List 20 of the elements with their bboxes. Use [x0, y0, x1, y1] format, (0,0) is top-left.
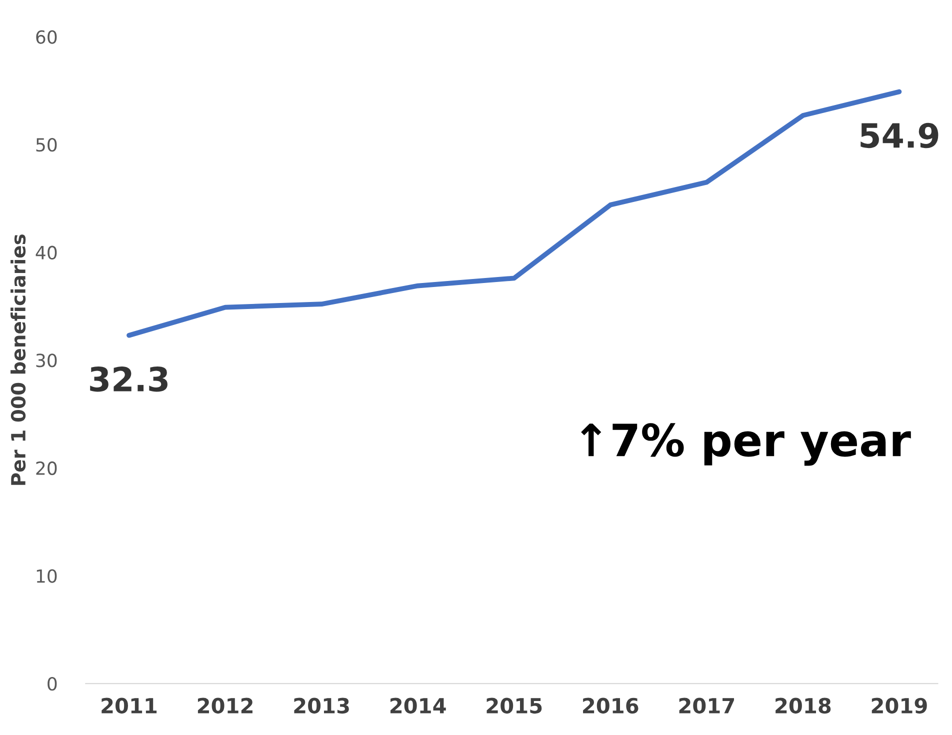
y-tick-label: 50: [36, 138, 57, 152]
x-tick-label: 2015: [486, 698, 542, 714]
x-tick-label: 2018: [776, 698, 831, 714]
data-label: 32.3: [90, 366, 168, 392]
annotation: ↑7% per year: [581, 423, 911, 466]
y-tick-label: 20: [36, 461, 57, 476]
x-tick-label: 2019: [872, 698, 927, 714]
y-tick-label: 0: [48, 677, 57, 691]
y-tick-label: 40: [36, 246, 57, 260]
x-tick-label: 2012: [198, 698, 252, 714]
x-tick-label: 2017: [679, 698, 734, 714]
y-tick-label: 60: [36, 30, 57, 44]
x-tick-label: 2014: [390, 698, 446, 714]
y-tick-label: 30: [36, 354, 57, 368]
x-tick-label: 2016: [583, 698, 638, 714]
y-tick-label: 10: [36, 569, 57, 583]
data-label: 54.9: [860, 122, 938, 148]
x-tick-label: 2011: [102, 698, 157, 714]
x-tick-label: 2013: [294, 698, 349, 714]
y-axis-title: Per 1 000 beneficiaries: [10, 234, 26, 485]
